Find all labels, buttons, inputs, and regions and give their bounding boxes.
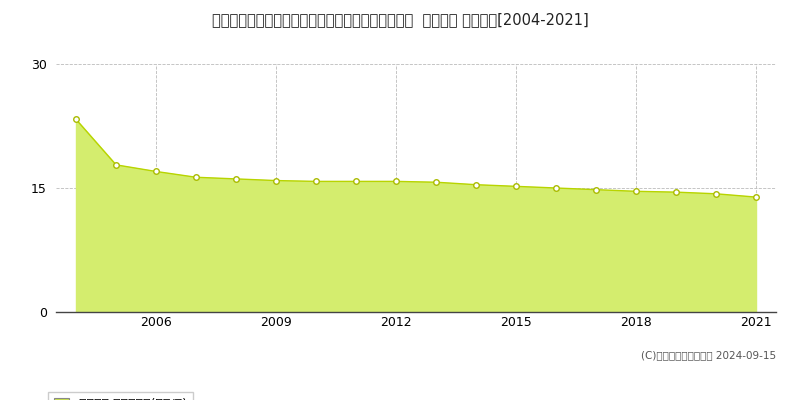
Legend: 地価公示 平均坪単価(万円/坪): 地価公示 平均坪単価(万円/坪)	[48, 392, 194, 400]
Text: (C)土地価格ドットコム 2024-09-15: (C)土地価格ドットコム 2024-09-15	[641, 350, 776, 360]
Text: 愛知県知多郡南知多町大字内海字亥新田１１９番外  地価公示 地価推移[2004-2021]: 愛知県知多郡南知多町大字内海字亥新田１１９番外 地価公示 地価推移[2004-2…	[212, 12, 588, 27]
